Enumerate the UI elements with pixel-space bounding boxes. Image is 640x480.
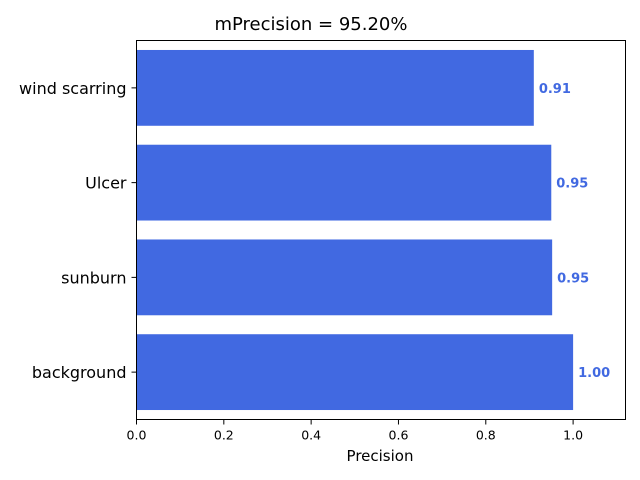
data-label: 1.00 (578, 366, 610, 381)
x-axis-label: Precision (347, 447, 414, 465)
x-tick-label: 0.8 (476, 428, 496, 443)
bar-ulcer (136, 144, 552, 221)
chart-title: mPrecision = 95.20% (214, 14, 407, 35)
y-axis-ticks: wind scarring Ulcer sunburn background (19, 79, 137, 382)
data-label: 0.95 (556, 177, 588, 192)
y-tick-label: background (32, 363, 127, 382)
y-tick-label: Ulcer (85, 174, 127, 193)
x-tick-label: 0.6 (389, 428, 409, 443)
bar-sunburn (136, 239, 553, 316)
data-labels-group: 0.91 0.95 0.95 1.00 (539, 82, 610, 381)
bar-wind-scarring (136, 49, 534, 126)
x-tick-label: 0.2 (214, 428, 234, 443)
plot-frame (136, 40, 626, 420)
y-tick-label: wind scarring (19, 79, 126, 98)
data-label: 0.91 (539, 82, 571, 97)
x-tick-label: 1.0 (563, 428, 583, 443)
bars-group (136, 49, 574, 411)
y-tick-label: sunburn (61, 268, 126, 287)
x-axis-ticks: 0.0 0.2 0.4 0.6 0.8 1.0 (127, 419, 583, 443)
x-tick-label: 0.0 (127, 428, 147, 443)
data-label: 0.95 (557, 271, 589, 286)
bar-background (136, 334, 574, 411)
x-tick-label: 0.4 (301, 428, 321, 443)
